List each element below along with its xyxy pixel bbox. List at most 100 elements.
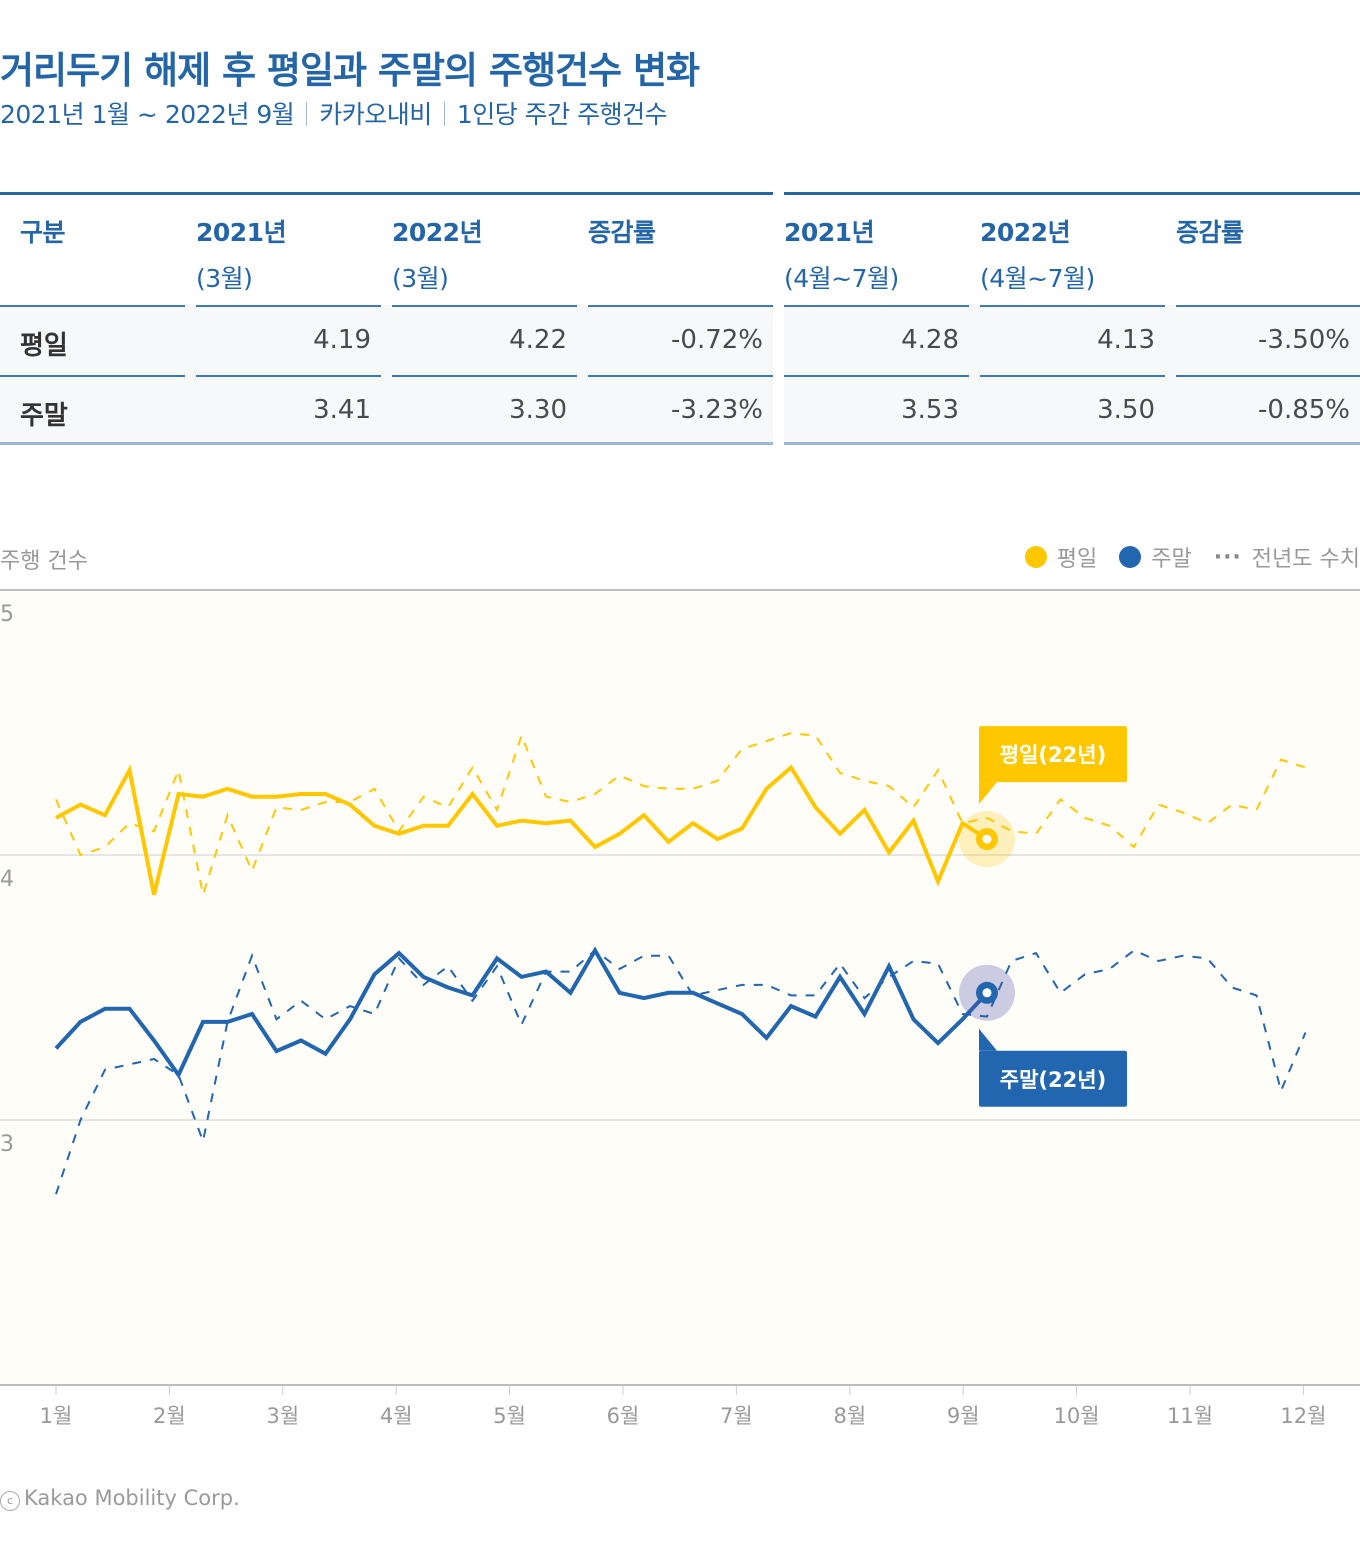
- data-point: [520, 734, 523, 737]
- page-title: 거리두기 해제 후 평일과 주말의 주행건수 변화: [0, 49, 700, 92]
- data-point: [912, 1018, 915, 1021]
- row-label-weekend: 주말: [0, 375, 185, 443]
- data-point: [128, 1063, 131, 1066]
- data-point: [422, 795, 425, 798]
- data-point: [1255, 994, 1258, 997]
- data-point: [643, 814, 646, 817]
- data-point: [373, 1013, 376, 1016]
- data-point: [692, 991, 695, 994]
- x-tick-label: 12월: [1280, 1404, 1326, 1428]
- data-point: [79, 1119, 82, 1122]
- data-point: [618, 774, 621, 777]
- data-point: [667, 840, 670, 843]
- data-point: [937, 962, 940, 965]
- annotation-label: 주말(22년): [1000, 1068, 1106, 1092]
- data-point: [594, 846, 597, 849]
- data-point: [1059, 991, 1062, 994]
- line-chart: 5 4 3 1월 2월 3월 4월 5월 6월 7월 8월 9월 10월 11월 12월 평일(22년) 주말(…: [0, 589, 1360, 1428]
- y-tick-label: 4: [0, 867, 14, 892]
- data-point: [275, 1018, 278, 1021]
- data-point: [251, 869, 254, 872]
- data-point: [398, 952, 401, 955]
- header-2022-march: 2022년 (3월): [392, 218, 483, 293]
- data-point: [324, 801, 327, 804]
- data-point: [569, 801, 572, 804]
- cell-weekday-2022-march: 4.22: [392, 305, 577, 373]
- data-point: [520, 975, 523, 978]
- data-point: [937, 769, 940, 772]
- x-tick-label: 2월: [153, 1404, 186, 1428]
- header-change-apr-jul: 증감률: [1176, 218, 1244, 247]
- cell-weekend-2022-apr-jul: 3.50: [980, 375, 1165, 443]
- annotation-box: [979, 1050, 1127, 1107]
- data-point: [349, 803, 352, 806]
- data-point: [765, 740, 768, 743]
- data-point: [765, 1036, 768, 1039]
- data-point: [594, 949, 597, 952]
- data-point: [839, 962, 842, 965]
- data-point: [814, 806, 817, 809]
- plot-area: [0, 590, 1360, 1385]
- data-point: [643, 954, 646, 957]
- data-point: [569, 991, 572, 994]
- data-point: [814, 734, 817, 737]
- data-point: [863, 1013, 866, 1016]
- data-point: [1182, 811, 1185, 814]
- subtitle-metric: 1인당 주간 주행건수: [456, 100, 668, 129]
- data-point: [888, 851, 891, 854]
- data-point: [349, 1018, 352, 1021]
- data-point: [839, 771, 842, 774]
- data-point: [226, 787, 229, 790]
- data-point: [1035, 832, 1038, 835]
- data-point: [888, 785, 891, 788]
- cell-weekend-2022-march: 3.30: [392, 375, 577, 443]
- data-point: [447, 806, 450, 809]
- data-point: [373, 787, 376, 790]
- data-point: [912, 806, 915, 809]
- cell-weekend-change-apr-jul: -0.85%: [1176, 375, 1360, 443]
- data-point: [104, 1068, 107, 1071]
- data-point: [79, 854, 82, 857]
- data-point: [863, 779, 866, 782]
- series-line-0: [55, 732, 1306, 896]
- data-point: [496, 824, 499, 827]
- data-point: [667, 787, 670, 790]
- data-point: [422, 824, 425, 827]
- x-tick-label: 8월: [833, 1404, 866, 1428]
- data-point: [1280, 1089, 1283, 1092]
- annotation-pointer: [979, 782, 997, 805]
- data-point: [937, 1042, 940, 1045]
- data-point: [888, 965, 891, 968]
- data-point: [1304, 766, 1307, 769]
- data-point: [1157, 803, 1160, 806]
- data-point: [447, 965, 450, 968]
- data-point: [275, 806, 278, 809]
- data-point: [1206, 957, 1209, 960]
- header-2022-apr-jul: 2022년 (4월~7월): [980, 218, 1095, 293]
- data-point: [765, 787, 768, 790]
- row-label-weekday: 평일: [0, 305, 185, 373]
- data-point: [1035, 952, 1038, 955]
- data-point: [226, 814, 229, 817]
- data-point: [1157, 960, 1160, 963]
- header-2021-march: 2021년 (3월): [196, 218, 287, 293]
- data-point: [912, 960, 915, 963]
- data-point: [447, 986, 450, 989]
- data-point: [1206, 822, 1209, 825]
- data-point: [1059, 798, 1062, 801]
- data-point: [790, 1005, 793, 1008]
- data-point: [226, 1020, 229, 1023]
- data-point: [741, 1013, 744, 1016]
- data-point: [324, 793, 327, 796]
- data-point: [471, 999, 474, 1002]
- data-point: [300, 793, 303, 796]
- legend-item-weekday: 평일: [1024, 541, 1097, 573]
- data-point: [692, 787, 695, 790]
- data-point: [373, 973, 376, 976]
- data-point: [667, 991, 670, 994]
- data-point: [177, 769, 180, 772]
- data-point: [471, 793, 474, 796]
- legend-item-weekend: 주말: [1119, 541, 1192, 573]
- endpoint-marker-center: [982, 834, 992, 844]
- data-point: [1010, 960, 1013, 963]
